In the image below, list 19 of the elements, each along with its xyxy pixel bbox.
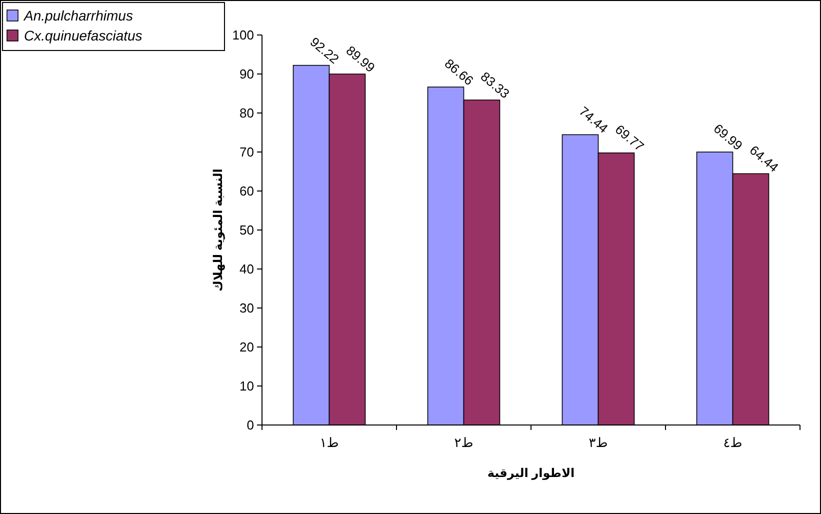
x-tick-label: ط١ [320, 435, 339, 450]
y-tick-label: 70 [240, 144, 254, 160]
y-tick-label: 100 [232, 28, 254, 42]
x-tick-label: ط٢ [454, 435, 474, 450]
y-tick-label: 50 [240, 222, 254, 238]
y-tick-label: 90 [240, 66, 254, 82]
x-tick-label: ط٤ [723, 435, 742, 450]
y-tick-label: 0 [246, 418, 254, 432]
y-tick-label: 30 [240, 300, 254, 316]
legend-label: Cx.quinuefasciatus [24, 28, 142, 44]
y-tick-label: 10 [240, 378, 254, 394]
x-axis-title: الاطوار اليرقية [487, 466, 575, 480]
y-tick-label: 80 [240, 106, 254, 120]
y-tick-label: 60 [240, 184, 254, 198]
y-axis-title: النسبة المئوية للهلاك [211, 168, 225, 292]
x-tick-label: ط٣ [588, 435, 608, 450]
legend-label: An.pulcharrhimus [23, 8, 133, 24]
y-tick-label: 20 [240, 340, 254, 354]
y-tick-label: 40 [240, 262, 254, 276]
